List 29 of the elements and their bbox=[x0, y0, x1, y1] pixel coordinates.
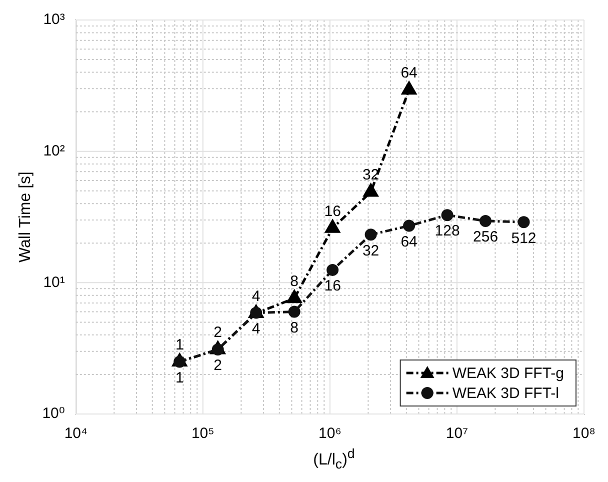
x-tick-label: 10⁶ bbox=[318, 425, 342, 442]
x-tick-label: 10⁷ bbox=[446, 425, 468, 442]
annotation: 32 bbox=[362, 242, 380, 260]
annotation: 16 bbox=[324, 278, 341, 295]
legend-label: WEAK 3D FFT-g bbox=[452, 365, 564, 382]
y-axis-title: Wall Time [s] bbox=[17, 172, 34, 262]
legend-label: WEAK 3D FFT-l bbox=[452, 385, 559, 402]
annotation: 4 bbox=[252, 320, 260, 338]
x-axis-title: (L/l$_{c}$)$^{d}$ bbox=[312, 446, 356, 472]
annotation: 2 bbox=[214, 324, 222, 342]
annotation: 64 bbox=[400, 233, 418, 250]
x-tick-label: 10⁵ bbox=[191, 425, 214, 442]
annotation: 512 bbox=[511, 230, 536, 247]
annotation: 8 bbox=[290, 319, 298, 336]
annotation: 1 bbox=[175, 369, 184, 386]
annotation: 16 bbox=[324, 202, 341, 220]
y-tick-label: 10¹ bbox=[43, 274, 65, 291]
y-tick-label: 10⁰ bbox=[42, 405, 65, 422]
y-tick-label: 10³ bbox=[43, 11, 65, 28]
x-tick-label: 10⁴ bbox=[64, 425, 88, 442]
annotation: 8 bbox=[290, 272, 298, 290]
annotation: 2 bbox=[214, 357, 222, 374]
annotation: 1 bbox=[175, 336, 184, 354]
x-tick-label: 10⁸ bbox=[572, 425, 596, 442]
annotation: 4 bbox=[252, 288, 260, 305]
y-tick-label: 10² bbox=[43, 142, 65, 160]
annotation: 64 bbox=[400, 64, 418, 82]
annotation: 256 bbox=[473, 228, 498, 246]
annotation: 128 bbox=[434, 222, 460, 240]
